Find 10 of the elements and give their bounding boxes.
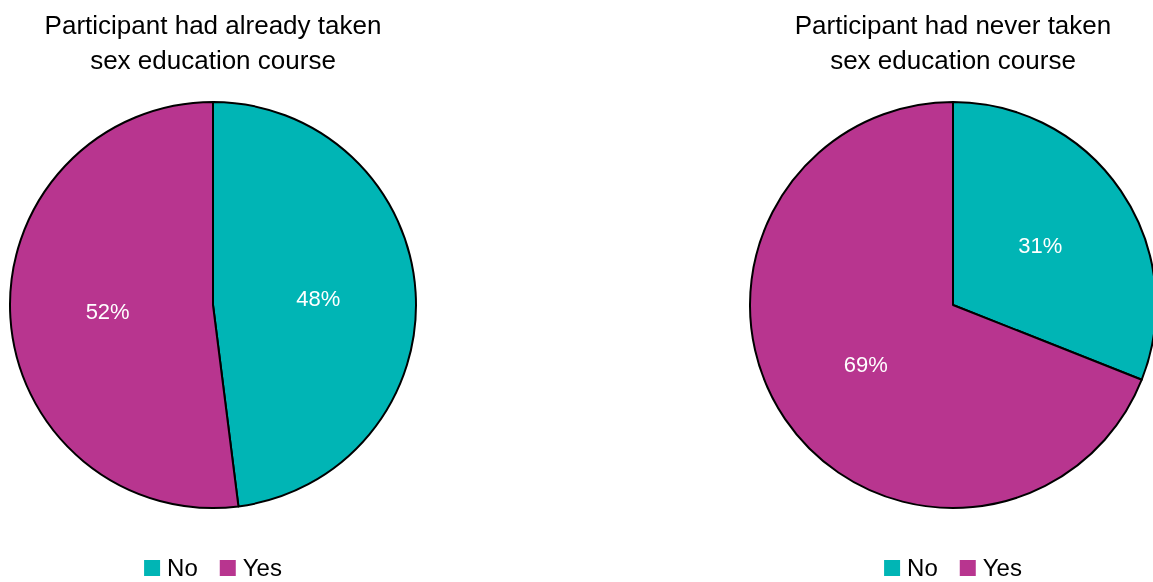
data-label: 48% (296, 286, 341, 312)
legend-label: No (167, 554, 198, 582)
chart-title: Participant had never taken sex education course (794, 10, 1112, 76)
data-label: 31% (1018, 233, 1063, 259)
chart-title: Participant had already taken sex education course (44, 10, 382, 76)
data-label: 52% (85, 299, 130, 325)
data-label: 69% (843, 352, 888, 378)
legend-label: No (907, 554, 938, 582)
legend-label: Yes (242, 554, 282, 582)
legend-label: Yes (982, 554, 1022, 582)
